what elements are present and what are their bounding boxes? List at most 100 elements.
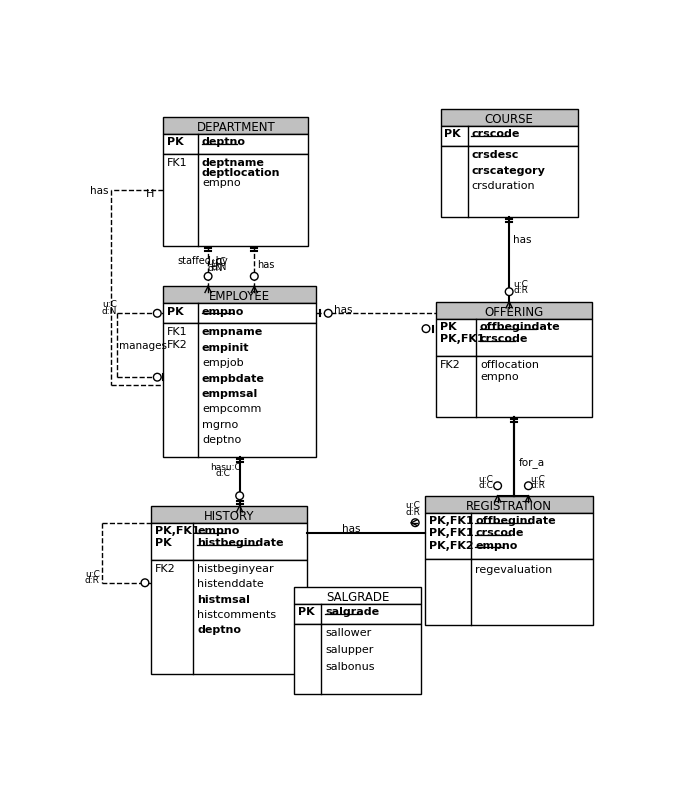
Text: crscategory: crscategory [471, 165, 545, 176]
Text: empinit: empinit [202, 342, 250, 352]
Bar [295, 624, 422, 695]
Text: H: H [146, 188, 154, 199]
Text: empbdate: empbdate [202, 373, 265, 383]
Text: offbegindate: offbegindate [480, 322, 560, 331]
Text: SALGRADE: SALGRADE [326, 590, 390, 603]
Text: PK: PK [167, 137, 184, 147]
Circle shape [411, 519, 419, 527]
Text: HISTORY: HISTORY [204, 509, 254, 522]
Text: histbegindate: histbegindate [197, 537, 284, 548]
Circle shape [153, 310, 161, 318]
Text: has: has [257, 260, 275, 270]
Bar [164, 304, 316, 324]
Text: u:C: u:C [211, 256, 226, 265]
Text: EMPLOYEE: EMPLOYEE [209, 290, 270, 303]
Circle shape [422, 326, 430, 333]
Text: mgrno: mgrno [202, 419, 238, 429]
Text: FK1: FK1 [167, 158, 188, 168]
Text: crscode: crscode [480, 334, 529, 344]
Text: FK2: FK2 [440, 359, 461, 369]
Text: deptno: deptno [202, 137, 246, 147]
Circle shape [141, 579, 149, 587]
Text: u:C: u:C [85, 569, 100, 578]
Text: histenddate: histenddate [197, 578, 264, 589]
Text: FK1: FK1 [167, 327, 188, 337]
Text: FK2: FK2 [167, 339, 188, 349]
Text: has: has [90, 185, 109, 196]
Bar [441, 127, 578, 147]
Text: offlocation: offlocation [480, 359, 539, 369]
Text: crscode: crscode [475, 528, 524, 537]
Text: offbegindate: offbegindate [475, 516, 556, 525]
Bar [425, 496, 593, 513]
Text: empno: empno [475, 540, 518, 550]
Text: u:C: u:C [405, 500, 420, 510]
Text: d:N: d:N [207, 264, 223, 273]
Text: d:R: d:R [85, 575, 100, 585]
Bar [436, 319, 591, 356]
Bar [151, 506, 306, 523]
Text: d:N: d:N [211, 262, 226, 271]
Text: OFFERING: OFFERING [484, 306, 544, 318]
Text: PK: PK [298, 606, 315, 616]
Text: manages: manages [119, 341, 167, 350]
Text: u:C: u:C [478, 475, 493, 484]
Text: u:C: u:C [102, 300, 117, 309]
Text: has: has [335, 305, 353, 314]
Bar [441, 110, 578, 127]
Text: hasu:C: hasu:C [210, 462, 241, 472]
Text: FK2: FK2 [155, 563, 176, 573]
Text: DEPARTMENT: DEPARTMENT [197, 121, 275, 134]
Text: PK: PK [440, 322, 457, 331]
Circle shape [153, 374, 161, 382]
Text: deptlocation: deptlocation [202, 168, 280, 178]
Text: PK: PK [155, 537, 172, 548]
Text: crsdesc: crsdesc [471, 150, 519, 160]
Bar [295, 604, 422, 624]
Bar [425, 559, 593, 626]
Bar [295, 587, 422, 604]
Bar [164, 324, 316, 458]
Text: d:N: d:N [102, 306, 117, 315]
Text: PK: PK [167, 306, 184, 316]
Text: empmsal: empmsal [202, 388, 258, 399]
Text: d:R: d:R [405, 507, 420, 516]
Bar [164, 135, 308, 155]
Circle shape [236, 492, 244, 500]
Text: sallower: sallower [325, 627, 371, 637]
Bar [425, 513, 593, 559]
Text: deptno: deptno [202, 435, 242, 444]
Text: crsduration: crsduration [471, 180, 535, 191]
Text: empno: empno [480, 371, 518, 382]
Text: salupper: salupper [325, 644, 373, 654]
Text: PK,FK1: PK,FK1 [155, 525, 199, 536]
Bar [436, 356, 591, 418]
Text: deptno: deptno [197, 625, 241, 634]
Bar [151, 560, 306, 674]
Text: for_a: for_a [518, 457, 544, 468]
Circle shape [524, 482, 532, 490]
Text: salbonus: salbonus [325, 661, 375, 670]
Text: histmsal: histmsal [197, 593, 250, 604]
Text: empcomm: empcomm [202, 404, 262, 414]
Text: d:R: d:R [513, 286, 528, 294]
Circle shape [494, 482, 502, 490]
Bar [151, 523, 306, 560]
Text: histbeginyear: histbeginyear [197, 563, 274, 573]
Text: u:C: u:C [207, 257, 222, 267]
Text: histcomments: histcomments [197, 610, 277, 619]
Text: u:C: u:C [531, 475, 546, 484]
Text: staffed_by: staffed_by [177, 255, 228, 265]
Text: d:R: d:R [531, 480, 546, 490]
Text: has: has [513, 235, 531, 245]
Bar [164, 155, 308, 247]
Text: PK: PK [444, 129, 461, 140]
Circle shape [250, 273, 258, 281]
Circle shape [324, 310, 332, 318]
Text: d:C: d:C [215, 468, 230, 477]
Text: u:C: u:C [513, 279, 528, 288]
Text: PK,FK1: PK,FK1 [440, 334, 484, 344]
Bar [441, 147, 578, 218]
Text: empjob: empjob [202, 358, 244, 367]
Bar [436, 302, 591, 319]
